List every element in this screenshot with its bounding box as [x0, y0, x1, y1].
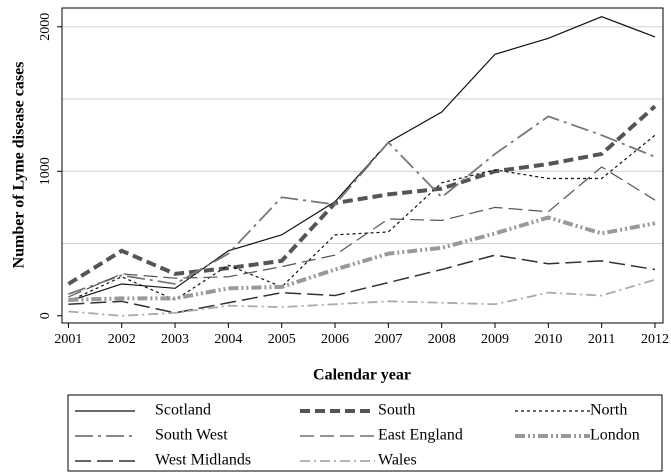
series-line [68, 254, 656, 314]
series-line [68, 278, 656, 317]
x-tick-label: 2002 [108, 332, 136, 347]
legend-label: South West [155, 427, 228, 444]
legend-label: West Midlands [155, 452, 251, 469]
legend-label: London [590, 427, 640, 444]
series-line [67, 104, 657, 286]
y-tick-label: 2000 [38, 13, 53, 41]
x-tick-label: 2006 [321, 332, 349, 347]
legend-label: Wales [378, 452, 417, 469]
legend-label: East England [378, 427, 463, 444]
legend-label: Scotland [155, 402, 211, 419]
x-tick-label: 2010 [534, 332, 562, 347]
x-tick-label: 2008 [428, 332, 456, 347]
legend-label: South [378, 402, 415, 419]
plot-frame [61, 7, 664, 324]
series-line [68, 16, 656, 302]
x-tick-label: 2007 [374, 332, 402, 347]
x-tick-label: 2001 [54, 332, 82, 347]
x-tick-label: 2003 [161, 332, 189, 347]
series-line [68, 115, 656, 295]
series-line [68, 215, 656, 302]
y-tick-label: 0 [38, 312, 53, 319]
y-axis-title: Number of Lyme disease cases [11, 62, 28, 269]
y-tick-label: 1000 [38, 157, 53, 185]
x-tick-label: 2005 [268, 332, 296, 347]
x-tick-label: 2011 [588, 332, 615, 347]
legend-box [67, 394, 663, 472]
x-tick-label: 2009 [481, 332, 509, 347]
x-axis-title: Calendar year [313, 367, 411, 384]
x-tick-label: 2004 [214, 332, 242, 347]
series-line [68, 166, 656, 298]
x-tick-label: 2012 [641, 332, 669, 347]
legend-label: North [590, 402, 627, 419]
